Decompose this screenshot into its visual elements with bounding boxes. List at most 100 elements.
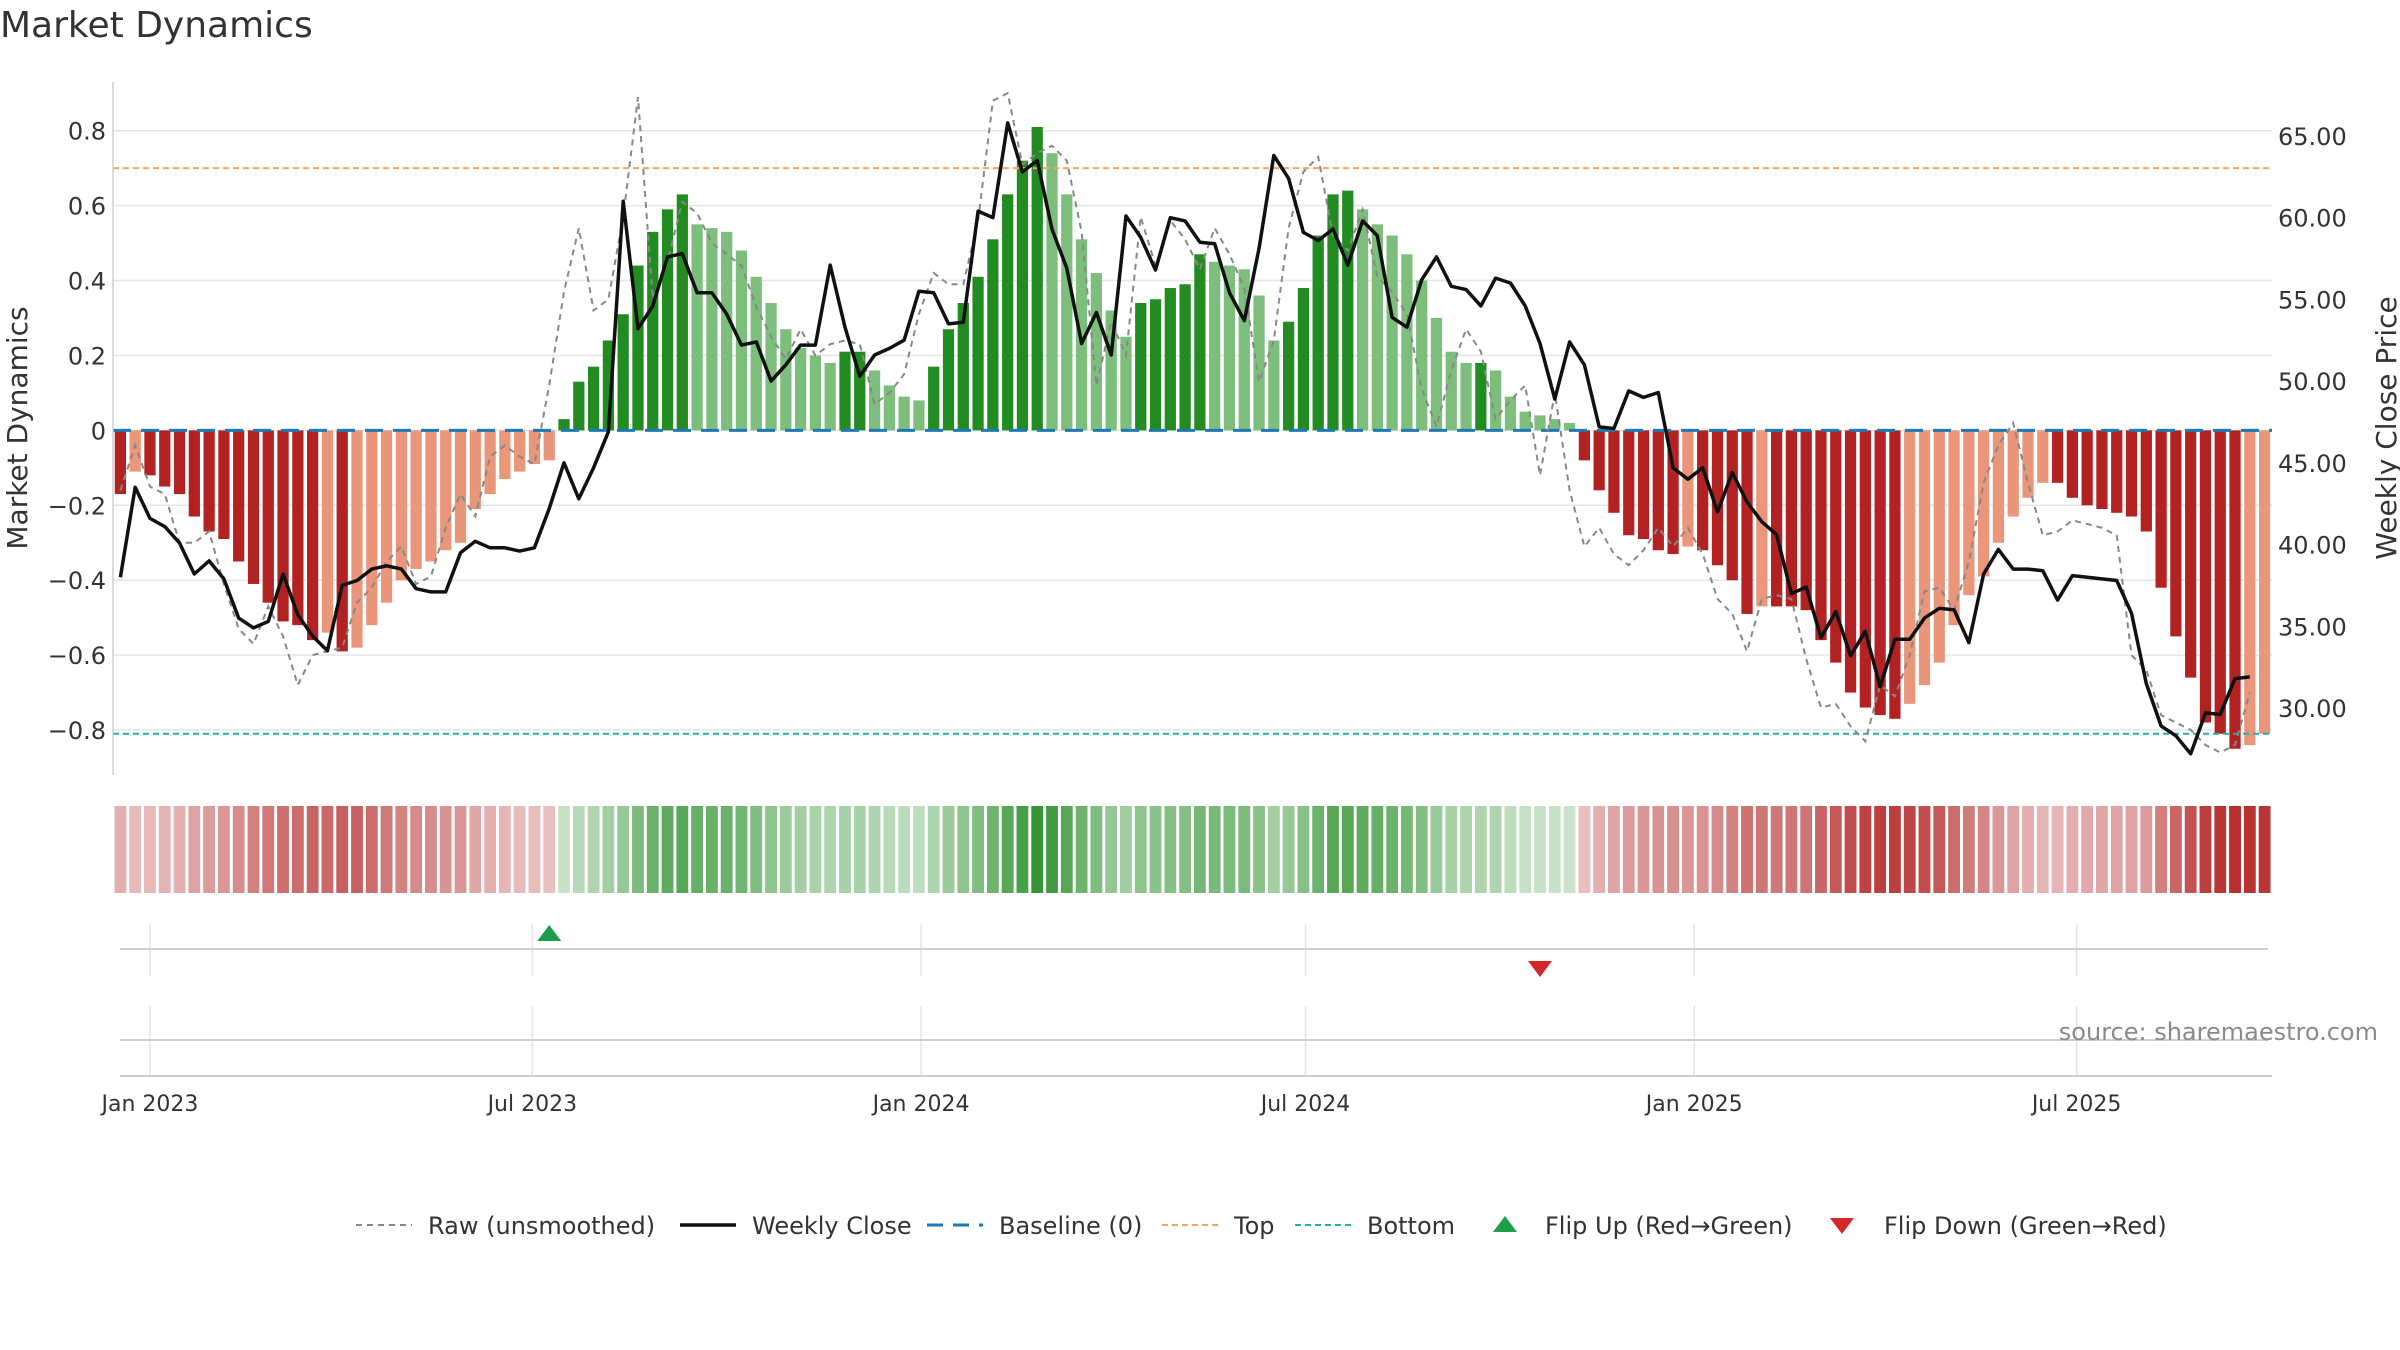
- strip-cell: [883, 806, 896, 893]
- bar: [528, 430, 541, 465]
- strip-cell: [957, 806, 970, 893]
- bar: [218, 430, 230, 540]
- y-tick-label: −0.2: [48, 492, 106, 520]
- bar: [1475, 362, 1487, 431]
- flip-down-marker: [1528, 961, 1553, 977]
- strip-cell: [1060, 806, 1073, 893]
- strip-cell: [2110, 806, 2123, 893]
- bar: [144, 430, 156, 476]
- strip-cell: [1563, 806, 1576, 893]
- bar: [351, 430, 363, 648]
- bar: [1933, 430, 1945, 663]
- strip-cell: [1534, 806, 1546, 893]
- bar: [2258, 430, 2271, 734]
- strip-cell: [765, 806, 777, 893]
- bar: [1534, 415, 1546, 431]
- strip-cell: [351, 806, 363, 893]
- strip-cell: [1223, 806, 1236, 893]
- strip-cell: [2081, 806, 2094, 893]
- strip-cell: [321, 806, 334, 893]
- bar: [469, 430, 481, 510]
- strip-cell: [1371, 806, 1384, 893]
- bar: [928, 366, 940, 431]
- bar: [321, 430, 334, 633]
- bar: [336, 430, 348, 652]
- bar: [2081, 430, 2093, 506]
- strip-cell: [1253, 806, 1265, 893]
- bar: [2051, 430, 2064, 483]
- strip-cell: [632, 806, 644, 893]
- main-plot: 0.8 0.6 0.4 0.2 0 −0.2 −0.4 −0.6 −0.8 65.00 60.00…: [1, 82, 2400, 775]
- strip-cell: [2229, 806, 2241, 893]
- strip-cell: [1415, 806, 1428, 893]
- strip-cell: [2243, 806, 2256, 893]
- strip-cell: [1593, 806, 1606, 893]
- bar: [1046, 153, 1058, 431]
- y-tick-label: 0.6: [68, 193, 106, 221]
- bar: [1623, 430, 1635, 536]
- legend-baseline: Baseline (0): [927, 1212, 1142, 1240]
- bar: [1460, 362, 1472, 431]
- strip-cell: [2096, 806, 2108, 893]
- bar: [1356, 209, 1369, 431]
- strip-cell: [1622, 806, 1635, 893]
- strip-cell: [1016, 806, 1029, 893]
- strip-cell: [2125, 806, 2138, 893]
- strip-cell: [1193, 806, 1206, 893]
- strip-cell: [676, 806, 689, 893]
- bar: [1726, 430, 1738, 581]
- bar: [1682, 430, 1694, 547]
- bar: [173, 430, 186, 495]
- strip-cell: [720, 806, 733, 893]
- legend-label: Top: [1233, 1212, 1275, 1240]
- bar: [2007, 430, 2019, 517]
- strip-cell: [1977, 806, 1990, 893]
- bar: [1031, 126, 1043, 431]
- strip-cell: [1933, 806, 1946, 893]
- bar: [1608, 430, 1620, 513]
- strip-cell: [158, 806, 171, 893]
- strip-cell: [1918, 806, 1931, 893]
- bar: [587, 366, 600, 431]
- bar: [1874, 430, 1886, 716]
- legend-label: Flip Up (Red→Green): [1545, 1212, 1793, 1240]
- strip-cell: [972, 806, 984, 893]
- strip-cell: [1327, 806, 1339, 893]
- bar: [454, 430, 467, 543]
- flip-markers-panel: [120, 924, 2268, 1076]
- strip-cell: [1800, 806, 1813, 893]
- strip-cell: [1120, 806, 1132, 893]
- bar: [1889, 430, 1901, 719]
- x-tick-label: Jul 2025: [2030, 1092, 2122, 1117]
- bar: [1697, 430, 1709, 551]
- strip-cell: [1179, 806, 1192, 893]
- strip-cell: [2051, 806, 2064, 893]
- weekly-close-line: [118, 121, 2250, 756]
- bar: [1283, 321, 1295, 431]
- bar: [2125, 430, 2138, 517]
- bar: [1490, 370, 1502, 431]
- strip-cell: [1652, 806, 1665, 893]
- strip-cell: [1164, 806, 1177, 893]
- bar: [972, 276, 984, 431]
- bar: [1238, 269, 1250, 431]
- strip-cell: [1770, 806, 1783, 893]
- strip-cell: [1238, 806, 1251, 893]
- strip-cell: [2155, 806, 2168, 893]
- bar: [1504, 396, 1517, 431]
- strip-cell: [661, 806, 674, 893]
- panel-grid-lines: [149, 924, 2078, 1076]
- y-tick-label: 0.2: [68, 342, 106, 370]
- y-tick-label: −0.4: [48, 567, 106, 595]
- strip-cell: [1504, 806, 1517, 893]
- legend-swatch: [1830, 1218, 1854, 1234]
- bar: [1105, 310, 1117, 431]
- bar: [1401, 254, 1413, 431]
- bar: [410, 430, 422, 569]
- strip-cell: [203, 806, 216, 893]
- bar: [691, 224, 703, 431]
- bar: [247, 430, 260, 584]
- bar: [2022, 430, 2034, 498]
- strip-cell: [1386, 806, 1399, 893]
